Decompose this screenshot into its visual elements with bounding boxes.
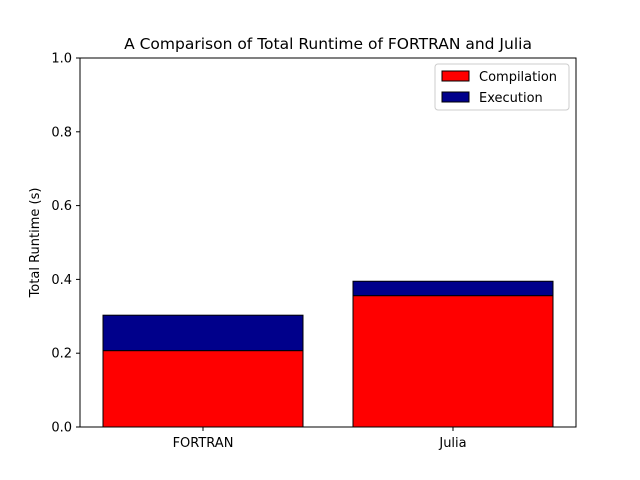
y-tick-label: 0.4 <box>51 273 72 288</box>
y-tick-label: 1.0 <box>51 52 72 67</box>
x-axis: FORTRAN Julia <box>173 427 467 451</box>
chart-title: A Comparison of Total Runtime of FORTRAN… <box>124 35 532 53</box>
legend-label-execution: Execution <box>479 91 543 106</box>
legend-label-compilation: Compilation <box>479 70 557 85</box>
bar-compilation-julia <box>352 295 554 428</box>
y-axis: 0.0 0.2 0.4 0.6 0.8 1.0 <box>51 52 80 436</box>
legend-swatch-compilation <box>441 70 470 82</box>
bar-execution-julia <box>352 280 554 297</box>
y-tick-label: 0.2 <box>51 347 72 362</box>
x-tick-label: FORTRAN <box>173 436 234 451</box>
x-tick-label: Julia <box>438 436 466 451</box>
legend-swatch-execution <box>441 91 470 103</box>
bars-group <box>102 280 554 428</box>
plot-area-frame <box>79 57 577 428</box>
legend: Compilation Execution <box>434 63 570 111</box>
y-tick-label: 0.8 <box>51 125 72 140</box>
y-tick-label: 0.0 <box>51 421 72 436</box>
bar-compilation-fortran <box>102 350 304 428</box>
y-tick-label: 0.6 <box>51 199 72 214</box>
bar-execution-fortran <box>102 314 304 352</box>
y-axis-label: Total Runtime (s) <box>28 188 43 299</box>
